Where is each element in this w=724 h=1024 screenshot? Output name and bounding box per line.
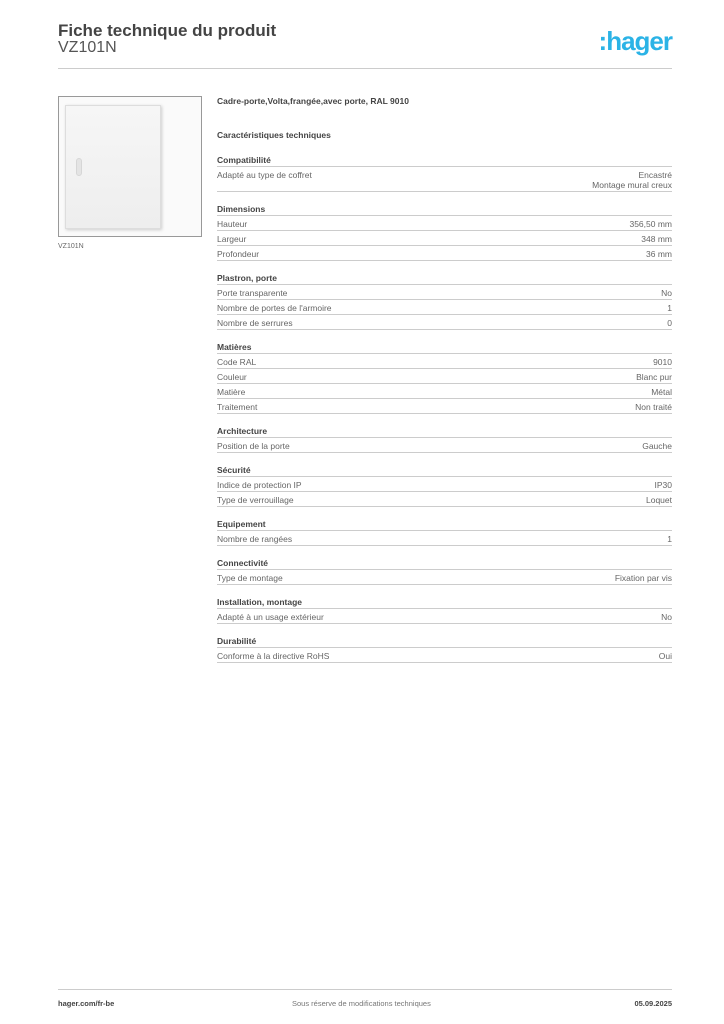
spec-label: Conforme à la directive RoHS <box>217 651 330 661</box>
spec-section: Connectivité Type de montage Fixation par … <box>217 558 672 585</box>
spec-value: IP30 <box>654 480 673 490</box>
spec-row: Matière Métal <box>217 384 672 399</box>
section-title: Plastron, porte <box>217 273 672 285</box>
footer-website-link[interactable]: hager.com/fr-be <box>58 999 115 1008</box>
spec-value: 356,50 mm <box>629 219 672 229</box>
spec-value: 1 <box>667 303 672 313</box>
spec-label: Nombre de rangées <box>217 534 293 544</box>
spec-row: Indice de protection IP IP30 <box>217 477 672 492</box>
spec-row: Nombre de rangées 1 <box>217 531 672 546</box>
spec-value: Non traité <box>635 402 672 412</box>
spec-value: Oui <box>658 651 672 661</box>
spec-label: Code RAL <box>217 357 257 367</box>
spec-row: Type de montage Fixation par vis <box>217 570 672 585</box>
spec-label: Indice de protection IP <box>217 480 302 490</box>
spec-value: 9010 <box>653 357 672 367</box>
header-divider <box>58 68 672 69</box>
spec-row: Position de la porte Gauche <box>217 438 672 453</box>
spec-row: Porte transparente No <box>217 285 672 300</box>
spec-row: Code RAL 9010 <box>217 354 672 369</box>
spec-section: Compatibilité Adapté au type de coffret En… <box>217 155 672 192</box>
spec-value: Gauche <box>642 441 672 451</box>
spec-label: Nombre de portes de l'armoire <box>217 303 332 313</box>
spec-value: No <box>661 288 672 298</box>
spec-section: Sécurité Indice de protection IP IP30 Type … <box>217 465 672 507</box>
spec-label: Porte transparente <box>217 288 288 298</box>
spec-sections: Compatibilité Adapté au type de coffret En… <box>217 155 672 663</box>
footer-date: 05.09.2025 <box>634 999 672 1008</box>
image-caption: VZ101N <box>58 243 84 250</box>
spec-section: Plastron, porte Porte transparente No Nombr… <box>217 273 672 330</box>
section-title: Durabilité <box>217 636 672 648</box>
spec-label: Profondeur <box>217 249 260 259</box>
spec-label: Adapté au type de coffret <box>217 170 312 180</box>
spec-label: Type de verrouillage <box>217 495 294 505</box>
footer-divider <box>58 989 672 990</box>
section-title: Compatibilité <box>217 155 672 167</box>
spec-row: Adapté au type de coffret Encastré Montag… <box>217 167 672 192</box>
spec-value: 1 <box>667 534 672 544</box>
spec-row: Hauteur 356,50 mm <box>217 216 672 231</box>
spec-value: 36 mm <box>646 249 672 259</box>
section-title: Connectivité <box>217 558 672 570</box>
product-description: Cadre-porte,Volta,frangée,avec porte, RA… <box>217 96 409 106</box>
section-title: Architecture <box>217 426 672 438</box>
spec-row: Adapté à un usage extérieur No <box>217 609 672 624</box>
spec-value: 348 mm <box>641 234 672 244</box>
spec-value: No <box>661 612 672 622</box>
spec-value: Encastré Montage mural creux <box>592 170 672 190</box>
spec-section: Durabilité Conforme à la directive RoHS Ou… <box>217 636 672 663</box>
spec-row: Traitement Non traité <box>217 399 672 414</box>
spec-row: Largeur 348 mm <box>217 231 672 246</box>
spec-label: Traitement <box>217 402 258 412</box>
product-image <box>58 96 202 237</box>
door-panel-image <box>65 105 161 229</box>
spec-section: Dimensions Hauteur 356,50 mm Largeur 348 mm P… <box>217 204 672 261</box>
spec-label: Type de montage <box>217 573 283 583</box>
spec-row: Conforme à la directive RoHS Oui <box>217 648 672 663</box>
spec-section: Matières Code RAL 9010 Couleur Blanc pur Mati… <box>217 342 672 414</box>
section-title: Installation, montage <box>217 597 672 609</box>
product-code: VZ101N <box>58 39 117 56</box>
spec-label: Nombre de serrures <box>217 318 293 328</box>
spec-row: Type de verrouillage Loquet <box>217 492 672 507</box>
page-title: Fiche technique du produit <box>58 21 277 40</box>
section-title: Sécurité <box>217 465 672 477</box>
footer-disclaimer: Sous réserve de modifications techniques <box>292 999 431 1008</box>
section-title: Matières <box>217 342 672 354</box>
spec-value: Fixation par vis <box>614 573 672 583</box>
spec-row: Nombre de serrures 0 <box>217 315 672 330</box>
spec-value: Loquet <box>646 495 672 505</box>
spec-section: Installation, montage Adapté à un usage e… <box>217 597 672 624</box>
spec-section: Architecture Position de la porte Gauche <box>217 426 672 453</box>
section-title: Dimensions <box>217 204 672 216</box>
spec-label: Adapté à un usage extérieur <box>217 612 324 622</box>
spec-label: Couleur <box>217 372 247 382</box>
spec-row: Couleur Blanc pur <box>217 369 672 384</box>
spec-panel: Cadre-porte,Volta,frangée,avec porte, RA… <box>217 96 672 675</box>
spec-row: Nombre de portes de l'armoire 1 <box>217 300 672 315</box>
spec-label: Hauteur <box>217 219 248 229</box>
spec-label: Matière <box>217 387 246 397</box>
spec-section: Equipement Nombre de rangées 1 <box>217 519 672 546</box>
section-title: Equipement <box>217 519 672 531</box>
spec-label: Position de la porte <box>217 441 290 451</box>
spec-value: Blanc pur <box>636 372 672 382</box>
spec-label: Largeur <box>217 234 247 244</box>
spec-value: 0 <box>667 318 672 328</box>
characteristics-title: Caractéristiques techniques <box>217 130 331 140</box>
spec-value: Métal <box>651 387 672 397</box>
hager-logo: :hager <box>598 26 673 56</box>
spec-row: Profondeur 36 mm <box>217 246 672 261</box>
